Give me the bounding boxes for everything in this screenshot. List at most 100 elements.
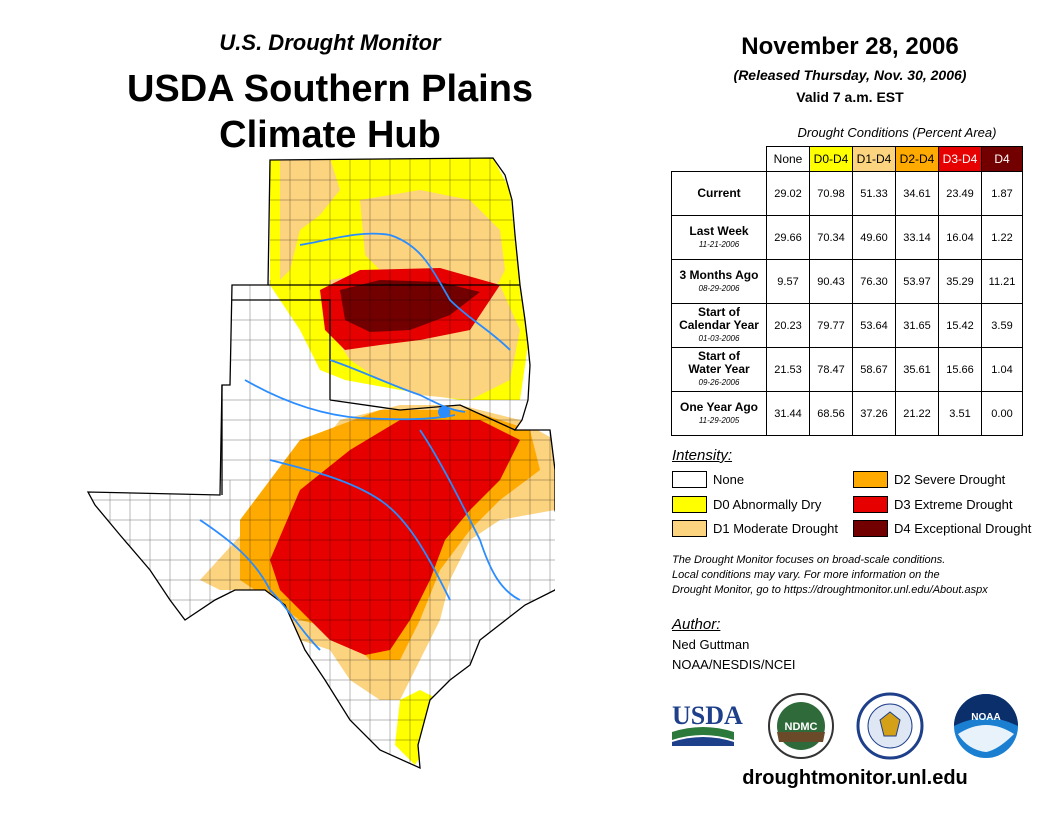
table-cell: 23.49 (938, 171, 982, 216)
table-cell: 1.22 (981, 215, 1023, 260)
table-cell: 90.43 (809, 259, 853, 304)
col-header-d1-d4: D1-D4 (852, 146, 896, 172)
col-header-d2-d4: D2-D4 (895, 146, 939, 172)
commerce-seal-logo (856, 692, 924, 760)
row-label: Start of Water Year 09-26-2006 (671, 347, 767, 392)
drought-conditions-table: None D0-D4 D1-D4 D2-D4 D3-D4 D4 Current … (671, 146, 1023, 436)
legend-swatch (672, 471, 707, 488)
d3-texas (270, 420, 520, 655)
table-row-current: Current 29.02 70.98 51.33 34.61 23.49 1.… (671, 171, 1023, 216)
ndmc-logo: NDMC (768, 693, 834, 759)
table-cell: 15.42 (938, 303, 982, 348)
svg-text:NDMC: NDMC (785, 721, 818, 733)
valid-time: Valid 7 a.m. EST (796, 89, 904, 105)
legend-item-d1: D1 Moderate Drought (672, 520, 838, 537)
table-cell: 29.66 (766, 215, 810, 260)
svg-text:USDA: USDA (672, 701, 743, 730)
disclaimer-line: Local conditions may vary. For more info… (672, 569, 940, 581)
legend-label: D3 Extreme Drought (894, 497, 1013, 512)
table-cell: 79.77 (809, 303, 853, 348)
row-label: Last Week 11-21-2006 (671, 215, 767, 260)
table-cell: 3.51 (938, 391, 982, 436)
map-date: November 28, 2006 (741, 33, 959, 60)
table-cell: 68.56 (809, 391, 853, 436)
legend-item-d3: D3 Extreme Drought (853, 496, 1013, 513)
release-date: (Released Thursday, Nov. 30, 2006) (733, 67, 967, 83)
table-cell: 9.57 (766, 259, 810, 304)
table-row-start-calendar-year: Start of Calendar Year 01-03-2006 20.23 79… (671, 303, 1023, 348)
table-cell: 31.65 (895, 303, 939, 348)
table-cell: 11.21 (981, 259, 1023, 304)
legend-item-d2: D2 Severe Drought (853, 471, 1005, 488)
table-cell: 34.61 (895, 171, 939, 216)
disclaimer-line: The Drought Monitor focuses on broad-sca… (672, 554, 946, 566)
table-cell: 51.33 (852, 171, 896, 216)
table-cell: 3.59 (981, 303, 1023, 348)
row-date: 11-29-2005 (698, 415, 740, 425)
table-cell: 15.66 (938, 347, 982, 392)
table-cell: 70.98 (809, 171, 853, 216)
map-subtitle: U.S. Drought Monitor (219, 30, 441, 55)
legend-label: D0 Abnormally Dry (713, 497, 822, 512)
lake-marker (438, 406, 450, 418)
table-cell: 58.67 (852, 347, 896, 392)
legend-label: None (713, 472, 745, 487)
svg-text:NOAA: NOAA (971, 712, 1000, 723)
row-label: 3 Months Ago 08-29-2006 (671, 259, 767, 304)
table-cell: 16.04 (938, 215, 982, 260)
table-cell: 78.47 (809, 347, 853, 392)
map-title: USDA Southern Plains Climate Hub (80, 66, 580, 158)
row-date: 01-03-2006 (698, 334, 740, 343)
title-line-2: Climate Hub (219, 114, 441, 156)
title-line-1: USDA Southern Plains (126, 68, 534, 110)
col-header-d4: D4 (981, 146, 1023, 172)
col-header-none: None (766, 146, 810, 172)
table-cell: 35.61 (895, 347, 939, 392)
table-cell: 53.64 (852, 303, 896, 348)
county-lines (90, 158, 555, 768)
drought-map (86, 157, 555, 770)
col-header-d3-d4: D3-D4 (938, 146, 982, 172)
table-cell: 37.26 (852, 391, 896, 436)
legend-swatch (853, 520, 888, 537)
legend-swatch (853, 496, 888, 513)
legend-swatch (672, 520, 707, 537)
table-cell: 49.60 (852, 215, 896, 260)
row-label: One Year Ago 11-29-2005 (671, 391, 767, 436)
table-cell: 76.30 (852, 259, 896, 304)
table-cell: 33.14 (895, 215, 939, 260)
col-header-d0-d4: D0-D4 (809, 146, 853, 172)
table-cell: 21.53 (766, 347, 810, 392)
table-cell: 21.22 (895, 391, 939, 436)
legend-item-none: None (672, 471, 744, 488)
legend-label: D1 Moderate Drought (713, 521, 839, 536)
legend-swatch (853, 471, 888, 488)
table-cell: 20.23 (766, 303, 810, 348)
row-label: Current (671, 171, 767, 216)
disclaimer-text: The Drought Monitor focuses on broad-sca… (672, 553, 1042, 598)
table-caption: Drought Conditions (Percent Area) (797, 125, 997, 140)
table-cell: 31.44 (766, 391, 810, 436)
table-cell: 1.87 (981, 171, 1023, 216)
row-label: Start of Calendar Year 01-03-2006 (671, 303, 767, 348)
legend-item-d4: D4 Exceptional Drought (853, 520, 1031, 537)
table-corner (671, 146, 767, 172)
legend-label: D4 Exceptional Drought (894, 521, 1032, 536)
website-link[interactable]: droughtmonitor.unl.edu (742, 767, 968, 789)
legend-item-d0: D0 Abnormally Dry (672, 496, 821, 513)
table-row-start-water-year: Start of Water Year 09-26-2006 21.53 78.47… (671, 347, 1023, 392)
author-heading: Author: (672, 616, 721, 633)
disclaimer-line: Drought Monitor, go to https://droughtmo… (672, 584, 988, 596)
partner-logos: USDA NDMC NOAA (672, 692, 1018, 760)
legend-swatch (672, 496, 707, 513)
author-name: Ned Guttman (672, 637, 750, 652)
table-cell: 35.29 (938, 259, 982, 304)
table-row-last-week: Last Week 11-21-2006 29.66 70.34 49.60 33… (671, 215, 1023, 260)
state-borders (86, 157, 555, 770)
author-org: NOAA/NESDIS/NCEI (672, 657, 796, 672)
row-date: 11-21-2006 (698, 239, 740, 249)
table-header-row: None D0-D4 D1-D4 D2-D4 D3-D4 D4 (671, 146, 1023, 172)
table-cell: 70.34 (809, 215, 853, 260)
noaa-logo: NOAA (954, 694, 1018, 758)
table-row-3-months-ago: 3 Months Ago 08-29-2006 9.57 90.43 76.30 … (671, 259, 1023, 304)
